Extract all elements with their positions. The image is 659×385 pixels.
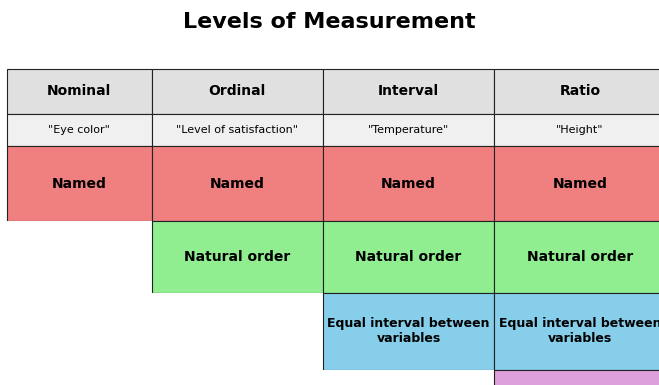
Bar: [152, 114, 323, 146]
Bar: [323, 69, 494, 114]
Text: Named: Named: [51, 177, 107, 191]
Text: Interval: Interval: [378, 84, 439, 99]
Text: Ratio: Ratio: [559, 84, 600, 99]
Bar: [152, 221, 323, 293]
Bar: [7, 221, 152, 293]
Text: Nominal: Nominal: [47, 84, 111, 99]
Bar: [494, 221, 659, 293]
Bar: [494, 146, 659, 221]
Text: Named: Named: [210, 177, 265, 191]
Bar: [323, 370, 494, 385]
Text: Equal interval between
variables: Equal interval between variables: [499, 317, 659, 345]
Bar: [7, 370, 152, 385]
Text: "Temperature": "Temperature": [368, 125, 449, 135]
Bar: [152, 146, 323, 221]
Text: Natural order: Natural order: [355, 250, 462, 264]
Bar: [494, 114, 659, 146]
Text: "Height": "Height": [556, 125, 604, 135]
Text: Ordinal: Ordinal: [209, 84, 266, 99]
Text: Named: Named: [552, 177, 608, 191]
Bar: [494, 370, 659, 385]
Bar: [323, 293, 494, 370]
Bar: [152, 69, 323, 114]
Bar: [323, 114, 494, 146]
Bar: [494, 293, 659, 370]
Text: "Level of satisfaction": "Level of satisfaction": [176, 125, 299, 135]
Bar: [494, 69, 659, 114]
Text: Equal interval between
variables: Equal interval between variables: [328, 317, 490, 345]
Bar: [152, 293, 323, 370]
Text: Natural order: Natural order: [184, 250, 291, 264]
Bar: [323, 146, 494, 221]
Text: Levels of Measurement: Levels of Measurement: [183, 12, 476, 32]
Text: Natural order: Natural order: [527, 250, 633, 264]
Text: "Eye color": "Eye color": [48, 125, 110, 135]
Bar: [323, 221, 494, 293]
Text: Named: Named: [381, 177, 436, 191]
Bar: [152, 370, 323, 385]
Bar: [7, 69, 152, 114]
Bar: [7, 293, 152, 370]
Bar: [7, 146, 152, 221]
Bar: [7, 114, 152, 146]
